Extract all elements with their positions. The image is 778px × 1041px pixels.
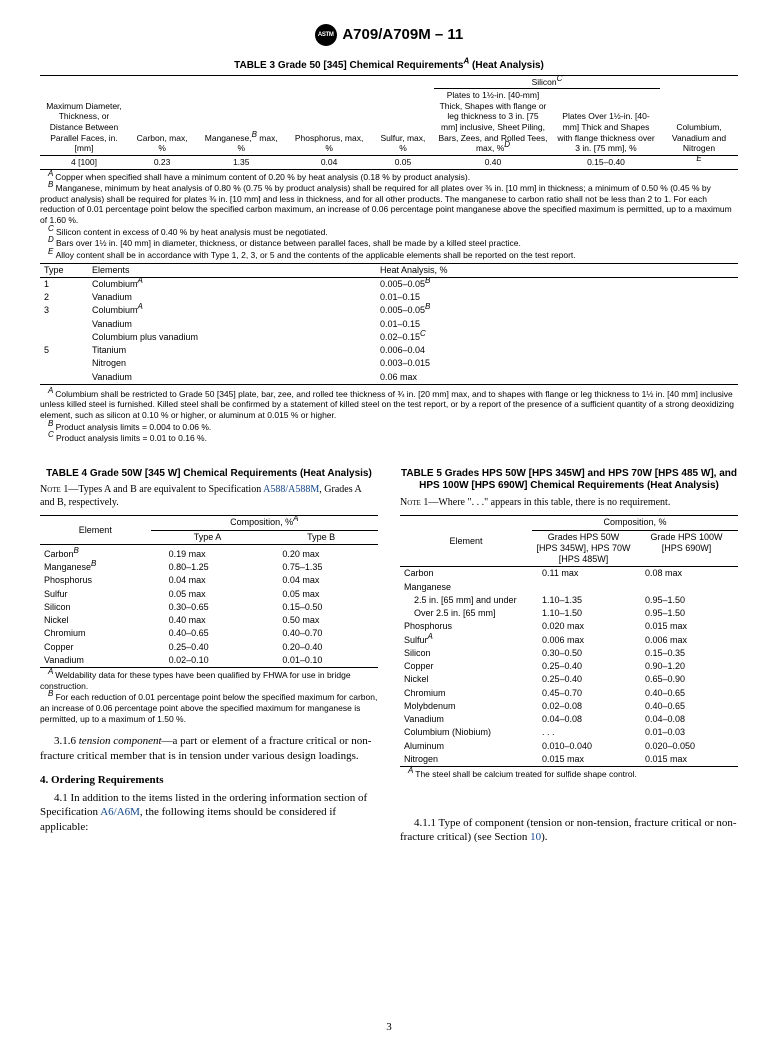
table-row: Nickel0.40 max0.50 max: [40, 614, 378, 627]
table5: Element Composition, % Grades HPS 50W [H…: [400, 515, 738, 766]
t5-h-comp: Composition, %: [532, 516, 738, 530]
doc-header: ASTM A709/A709M – 11: [40, 24, 738, 46]
table5-footnotes: A The steel shall be calcium treated for…: [400, 769, 738, 780]
t4-h-el: Element: [40, 516, 151, 545]
table3-types-footnotes: A Columbium shall be restricted to Grade…: [40, 389, 738, 444]
table-row: 3ColumbiumA0.005–0.05B: [40, 304, 738, 317]
astm-logo-icon: ASTM: [315, 24, 337, 46]
table-row: Copper0.25–0.400.20–0.40: [40, 641, 378, 654]
page-number: 3: [0, 1021, 778, 1035]
table3-footnotes: A Copper when specified shall have a min…: [40, 172, 738, 261]
table-row: Columbium (Niobium). . .0.01–0.03: [400, 726, 738, 739]
t3-h-cvn: Columbium, Vanadium and Nitrogen: [660, 75, 738, 155]
t3-h-s: Sulfur, max, %: [372, 75, 434, 155]
t5-h-el: Element: [400, 516, 532, 567]
t3-h-si: SiliconC: [434, 75, 660, 89]
table-row: 4 [100] 0.23 1.35 0.04 0.05 0.40 0.15–0.…: [40, 155, 738, 169]
table-row: Over 2.5 in. [65 mm]1.10–1.500.95–1.50: [400, 607, 738, 620]
table4-footnotes: A Weldability data for these types have …: [40, 670, 378, 724]
t3-h-mn: Manganese,B max, %: [196, 75, 286, 155]
table-row: 5Titanium0.006–0.04: [40, 344, 738, 357]
table-row: Vanadium0.02–0.100.01–0.10: [40, 654, 378, 667]
t3t-h-type: Type: [40, 263, 88, 277]
spec-link[interactable]: A6/A6M: [100, 806, 140, 818]
p-4-1: 4.1 In addition to the items listed in t…: [40, 791, 378, 834]
table-row: Vanadium0.04–0.080.04–0.08: [400, 713, 738, 726]
table-row: Silicon0.30–0.650.15–0.50: [40, 601, 378, 614]
t3-h-si2: Plates Over 1½-in. [40-mm] Thick and Sha…: [552, 89, 660, 156]
table-row: 1ColumbiumA0.005–0.05B: [40, 277, 738, 291]
t3t-h-el: Elements: [88, 263, 376, 277]
table-row: 2.5 in. [65 mm] and under1.10–1.350.95–1…: [400, 594, 738, 607]
table3-title: TABLE 3 Grade 50 [345] Chemical Requirem…: [40, 60, 738, 73]
table-row: Chromium0.40–0.650.40–0.70: [40, 627, 378, 640]
section-link[interactable]: 10: [530, 831, 541, 843]
table3-types: Type Elements Heat Analysis, % 1Columbiu…: [40, 263, 738, 384]
table3: Maximum Diameter, Thickness, or Distance…: [40, 75, 738, 170]
table-row: Silicon0.30–0.500.15–0.35: [400, 647, 738, 660]
t3-h-dim: Maximum Diameter, Thickness, or Distance…: [40, 75, 128, 155]
table-row: Carbon0.11 max0.08 max: [400, 567, 738, 581]
t3-h-si1: Plates to 1½-in. [40-mm] Thick, Shapes w…: [434, 89, 552, 156]
table-row: Molybdenum0.02–0.080.40–0.65: [400, 700, 738, 713]
table-row: Nitrogen0.015 max0.015 max: [400, 753, 738, 766]
left-column: TABLE 4 Grade 50W [345 W] Chemical Requi…: [40, 462, 378, 848]
table4: Element Composition, %A Type A Type B Ca…: [40, 515, 378, 667]
t5-h-g2: Grade HPS 100W [HPS 690W]: [635, 530, 738, 567]
spec-id: A709/A709M – 11: [342, 26, 463, 43]
body-right: 4.1.1 Type of component (tension or non-…: [400, 816, 738, 845]
table-row: Sulfur0.05 max0.05 max: [40, 588, 378, 601]
table-row: Phosphorus0.020 max0.015 max: [400, 620, 738, 633]
t5-h-g1: Grades HPS 50W [HPS 345W], HPS 70W [HPS …: [532, 530, 635, 567]
right-column: TABLE 5 Grades HPS 50W [HPS 345W] and HP…: [400, 462, 738, 848]
table-row: Aluminum0.010–0.0400.020–0.050: [400, 740, 738, 753]
table4-title: TABLE 4 Grade 50W [345 W] Chemical Requi…: [40, 468, 378, 481]
def-tension-component: 3.1.6 tension component—a part or elemen…: [40, 734, 378, 763]
table-row: Columbium plus vanadium0.02–0.15C: [40, 331, 738, 344]
table-row: Vanadium0.06 max: [40, 371, 738, 384]
table-row: 2Vanadium0.01–0.15: [40, 291, 738, 304]
table-row: Vanadium0.01–0.15: [40, 318, 738, 331]
body-left: 3.1.6 tension component—a part or elemen…: [40, 734, 378, 834]
table4-note: Note 1—Types A and B are equivalent to S…: [40, 484, 378, 509]
table-row: Manganese: [400, 581, 738, 594]
t4-h-comp: Composition, %A: [151, 516, 378, 530]
p-4-1-1: 4.1.1 Type of component (tension or non-…: [400, 816, 738, 845]
table-row: ManganeseB0.80–1.250.75–1.35: [40, 561, 378, 574]
t4-h-b: Type B: [264, 530, 378, 544]
t3-h-p: Phosphorus, max, %: [286, 75, 372, 155]
t4-h-a: Type A: [151, 530, 265, 544]
table-row: Nitrogen0.003–0.015: [40, 357, 738, 370]
section-4-heading: 4. Ordering Requirements: [40, 773, 378, 787]
table-row: Nickel0.25–0.400.65–0.90: [400, 673, 738, 686]
table-row: Copper0.25–0.400.90–1.20: [400, 660, 738, 673]
table5-title: TABLE 5 Grades HPS 50W [HPS 345W] and HP…: [400, 468, 738, 493]
page: ASTM A709/A709M – 11 TABLE 3 Grade 50 [3…: [0, 0, 778, 1041]
table-row: Phosphorus0.04 max0.04 max: [40, 574, 378, 587]
table5-note: Note 1—Where ". . ." appears in this tab…: [400, 497, 738, 510]
table-row: SulfurA0.006 max0.006 max: [400, 634, 738, 647]
t3-h-carbon: Carbon, max, %: [128, 75, 196, 155]
table-row: Chromium0.45–0.700.40–0.65: [400, 687, 738, 700]
spec-link[interactable]: A588/A588M: [263, 484, 319, 495]
